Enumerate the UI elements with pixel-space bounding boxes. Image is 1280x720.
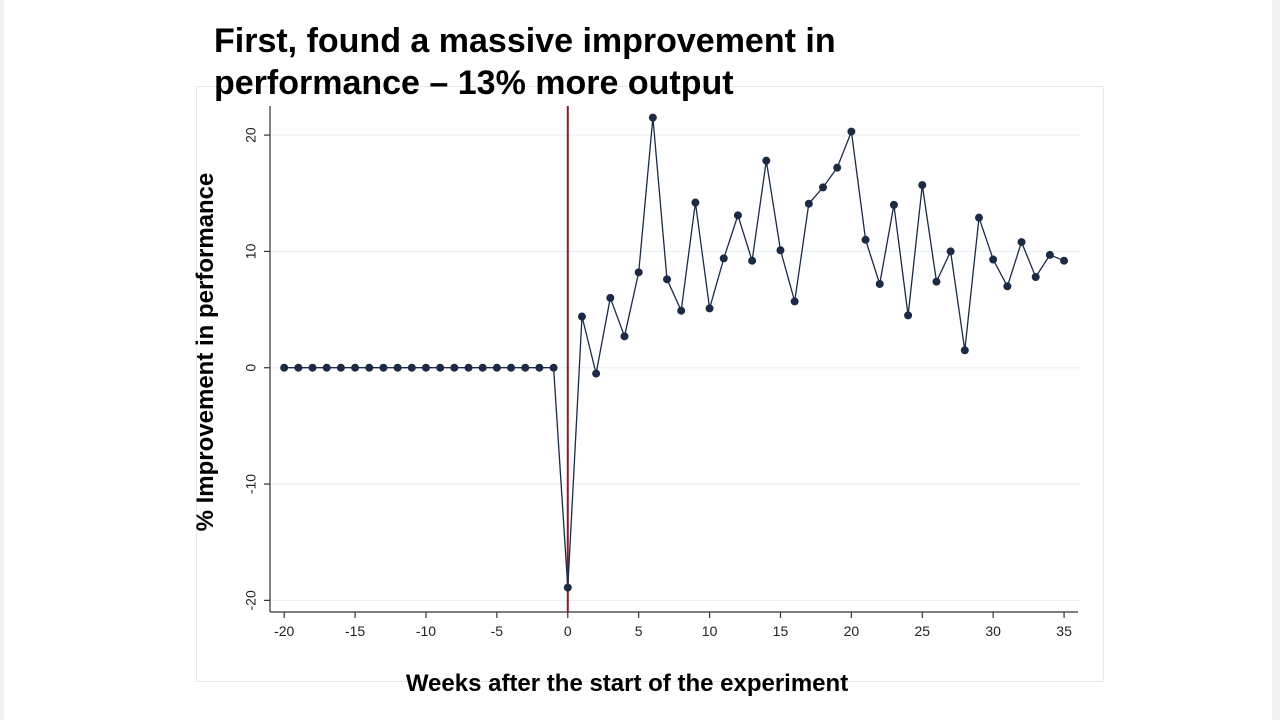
data-point (294, 363, 303, 372)
y-tick-label: 0 (243, 364, 259, 372)
data-point (606, 293, 615, 302)
data-point (663, 275, 672, 284)
data-point (889, 200, 898, 209)
data-point (776, 246, 785, 255)
data-point (790, 297, 799, 306)
slide-title: First, found a massive improvement in pe… (214, 20, 1014, 104)
data-point (634, 268, 643, 277)
slide-title-line-2: performance – 13% more output (214, 64, 734, 102)
data-point (819, 183, 828, 192)
data-point (450, 363, 459, 372)
line-chart: -20 -10 0 10 20 -20 -15 -10 -5 0 5 10 15 20 25 30 35 (243, 106, 1080, 639)
y-tick-label: 10 (243, 243, 259, 259)
data-point (365, 363, 374, 372)
x-tick-label: 20 (844, 623, 860, 639)
data-point (762, 156, 771, 165)
data-point (563, 583, 572, 592)
data-point (549, 363, 558, 372)
data-point (918, 181, 927, 190)
data-point (677, 306, 686, 315)
data-point (1017, 238, 1026, 247)
data-point (464, 363, 473, 372)
data-point (804, 199, 813, 208)
data-point (577, 312, 586, 321)
data-point (521, 363, 530, 372)
y-axis-label: % Improvement in performance (192, 172, 219, 532)
data-point (733, 211, 742, 220)
x-tick-label: -10 (416, 623, 436, 639)
x-axis-label: Weeks after the start of the experiment (405, 670, 849, 697)
data-point (379, 363, 388, 372)
data-point (421, 363, 430, 372)
data-point (478, 363, 487, 372)
data-point (719, 254, 728, 263)
data-point (308, 363, 317, 372)
data-point (932, 277, 941, 286)
y-tick-label: -20 (243, 590, 259, 610)
data-point (280, 363, 289, 372)
x-tick-label: 35 (1056, 623, 1072, 639)
x-tick-label: 0 (564, 623, 572, 639)
data-point (492, 363, 501, 372)
series-layer (280, 113, 1069, 592)
data-point (592, 369, 601, 378)
data-point (1045, 250, 1054, 259)
plot-frame (196, 86, 1104, 682)
data-point (691, 198, 700, 207)
data-point (875, 279, 884, 288)
x-tick-label: 5 (635, 623, 643, 639)
data-point (507, 363, 516, 372)
x-tick-label: -20 (274, 623, 294, 639)
data-point (705, 304, 714, 313)
data-point (748, 256, 757, 265)
data-point (393, 363, 402, 372)
x-tick-label: 10 (702, 623, 718, 639)
data-point (904, 311, 913, 320)
y-tick-label: -10 (243, 474, 259, 494)
data-point (1031, 272, 1040, 281)
data-point (648, 113, 657, 122)
data-point (946, 247, 955, 256)
data-point (989, 255, 998, 264)
data-point (974, 213, 983, 222)
data-point (535, 363, 544, 372)
data-point (436, 363, 445, 372)
data-point (847, 127, 856, 136)
series-line (284, 117, 1065, 588)
x-tick-label: -15 (345, 623, 365, 639)
x-tick-label: -5 (491, 623, 504, 639)
data-point (861, 235, 870, 244)
y-tick-label: 20 (243, 127, 259, 143)
data-point (1060, 256, 1069, 265)
data-point (336, 363, 345, 372)
x-tick-label: 25 (914, 623, 930, 639)
slide-title-line-1: First, found a massive improvement in (214, 22, 836, 60)
x-tick-label: 15 (773, 623, 789, 639)
data-point (351, 363, 360, 372)
data-point (620, 332, 629, 341)
x-tick-label: 30 (985, 623, 1001, 639)
data-point (960, 346, 969, 355)
data-point (1003, 282, 1012, 291)
slide: First, found a massive improvement in pe… (4, 0, 1272, 720)
data-point (322, 363, 331, 372)
data-point (833, 163, 842, 172)
axes: -20 -10 0 10 20 -20 -15 -10 -5 0 5 10 15 20 25 30 35 (243, 106, 1078, 639)
data-point (407, 363, 416, 372)
